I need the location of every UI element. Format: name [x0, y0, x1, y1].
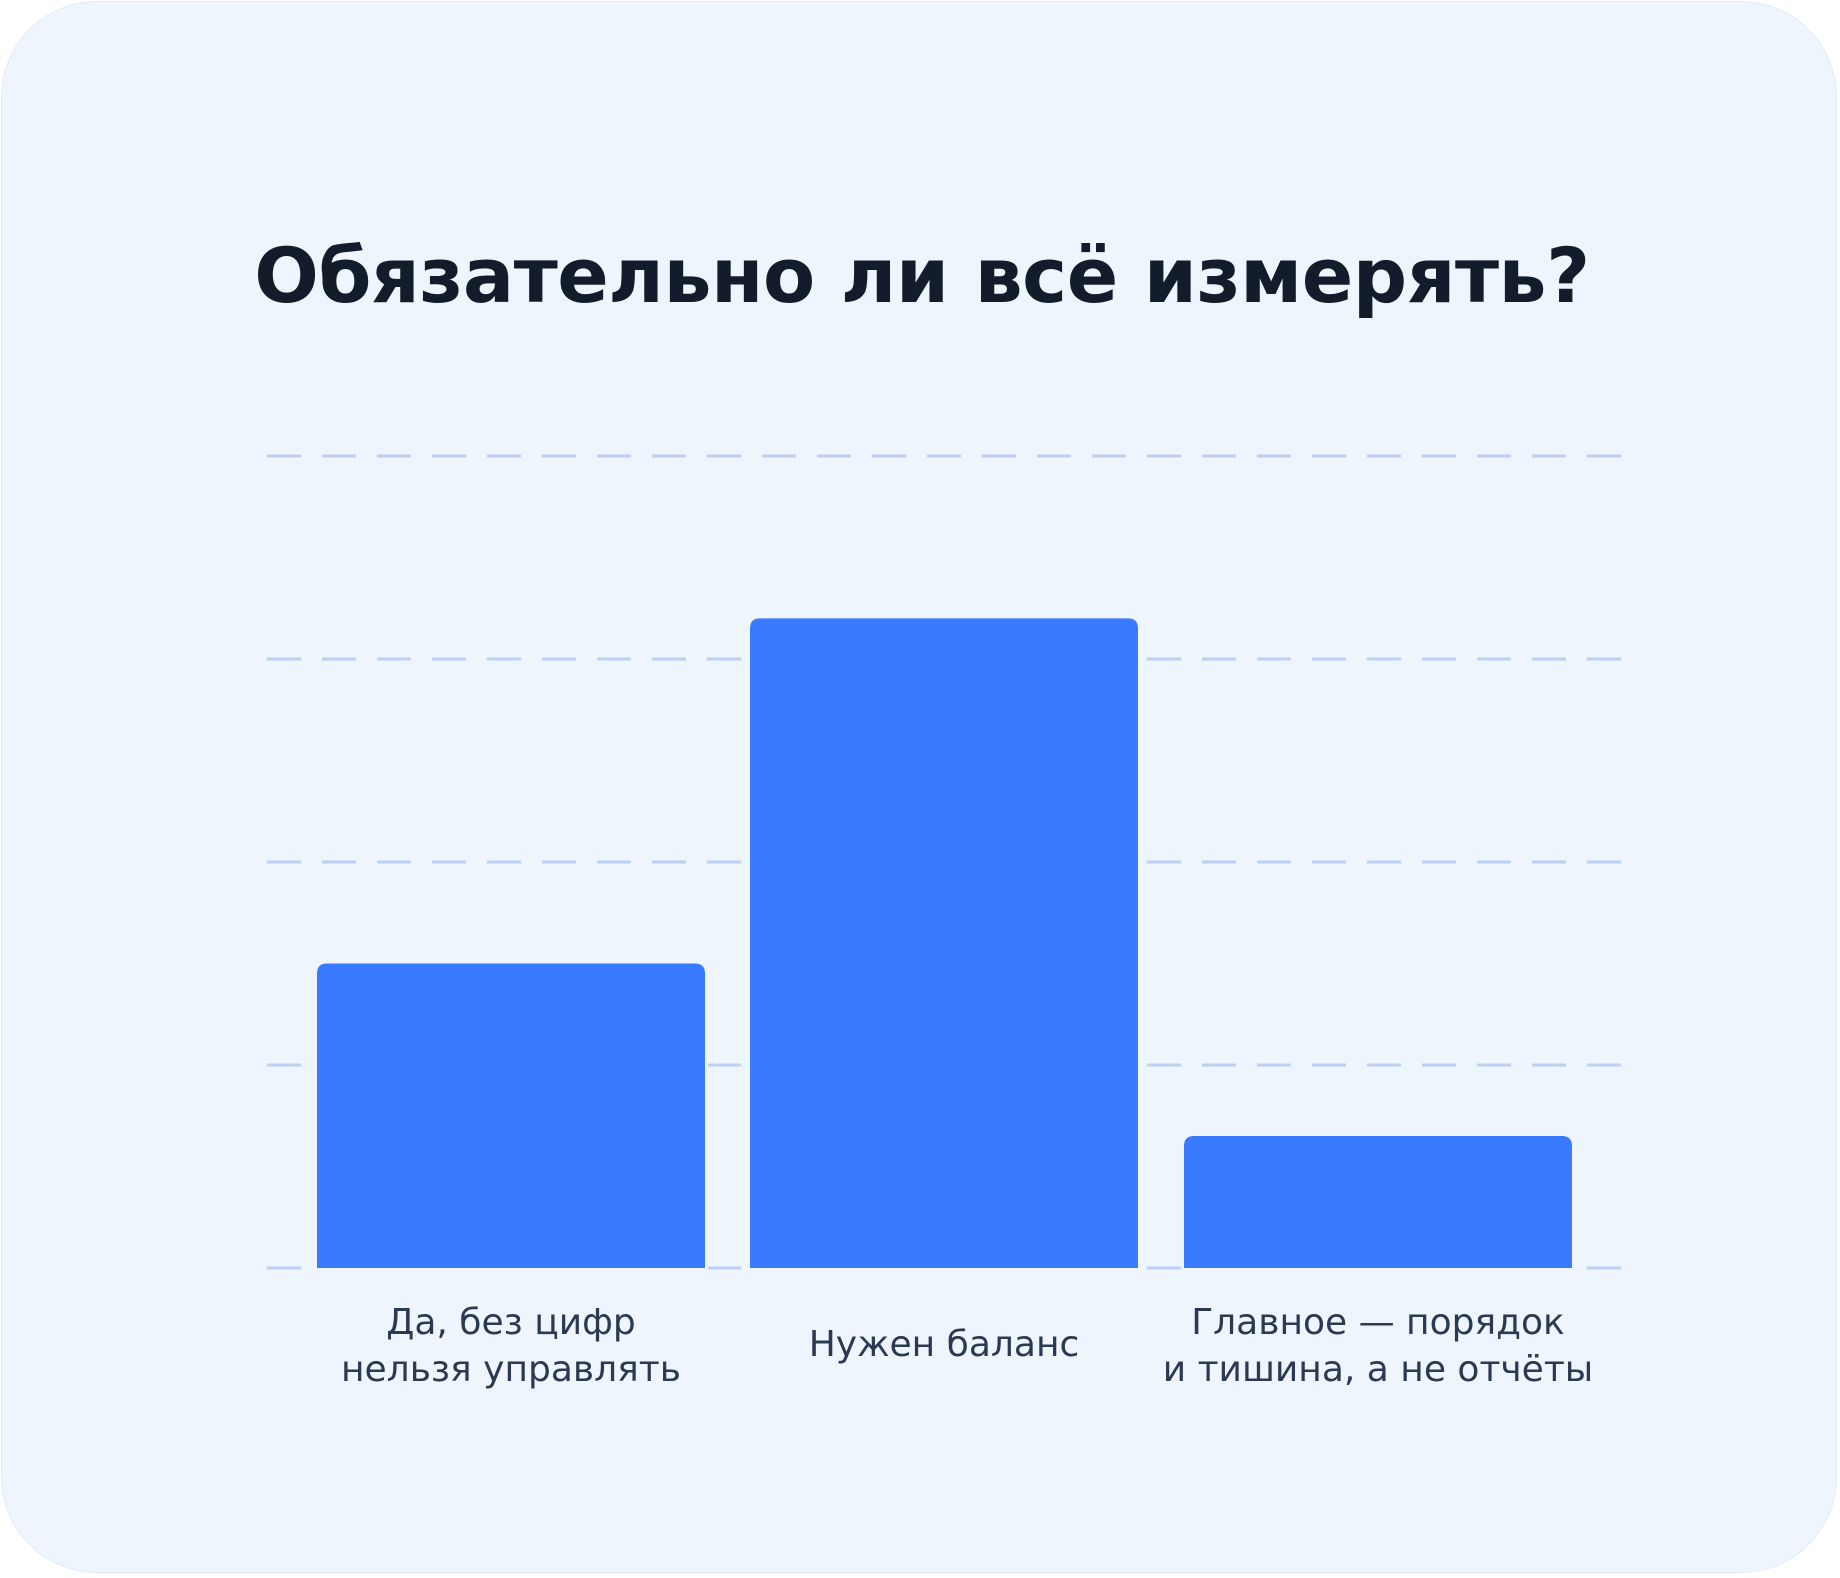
bar [314, 960, 708, 1271]
category-label: Нужен баланс [808, 1324, 1080, 1365]
category-label: Да, без цифр нельзя управлять [341, 1302, 681, 1390]
bar [1181, 1133, 1575, 1271]
bar [747, 615, 1141, 1271]
chart-title: Обязательно ли всё измерять? [254, 231, 1590, 320]
category-label: Главное — порядок и тишина, а не отчёты [1162, 1302, 1594, 1390]
